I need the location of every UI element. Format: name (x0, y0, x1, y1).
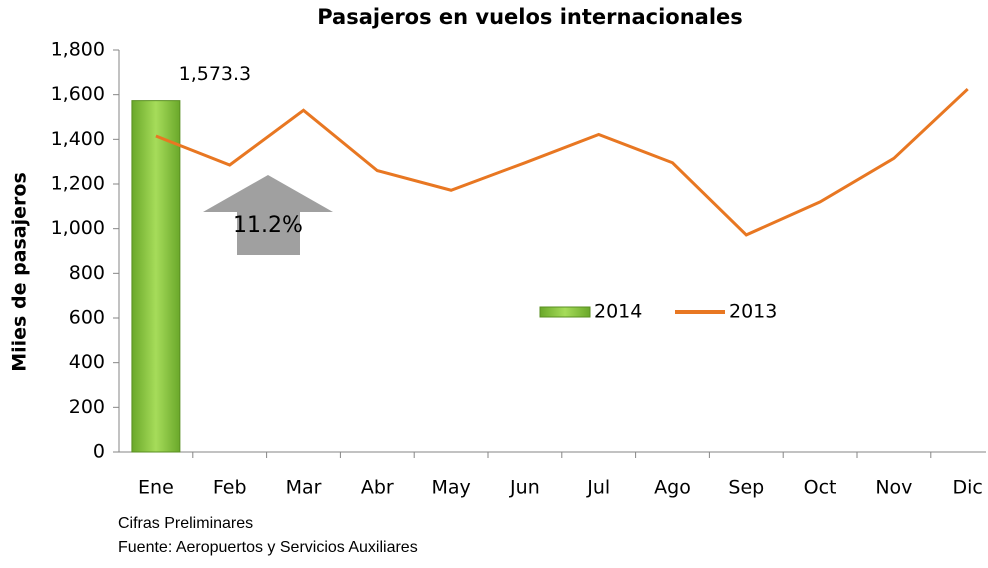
y-tick-label: 1,800 (51, 39, 105, 61)
x-tick-label: Dic (953, 477, 983, 499)
note: Fuente: Aeropuertos y Servicios Auxiliar… (118, 539, 418, 556)
legend-swatch (539, 306, 591, 318)
x-tick-label: Mar (286, 477, 322, 499)
legend-label: 2014 (594, 301, 642, 323)
y-tick-label: 1,000 (51, 217, 105, 239)
x-tick-label: Nov (875, 477, 912, 499)
y-tick-label: 1,400 (51, 128, 105, 150)
y-tick-label: 600 (69, 307, 105, 329)
y-tick-label: 1,200 (51, 173, 105, 195)
y-tick-label: 400 (69, 351, 105, 373)
y-tick-label: 1,600 (51, 83, 105, 105)
x-tick-label: Sep (728, 477, 764, 499)
bar (131, 100, 181, 453)
y-tick-label: 0 (93, 441, 105, 463)
x-tick-label: Ago (654, 477, 691, 499)
y-tick-label: 200 (69, 396, 105, 418)
x-tick-label: Jul (586, 477, 610, 499)
chart-title: Pasajeros en vuelos internacionales (317, 5, 743, 29)
data-label: 1,573.3 (179, 63, 252, 85)
note: Cifras Preliminares (118, 515, 253, 532)
x-tick-label: Oct (804, 477, 837, 499)
y-tick-label: 800 (69, 262, 105, 284)
legend-label: 2013 (729, 301, 777, 323)
x-tick-label: May (431, 477, 470, 499)
annotation: 11.2% (233, 213, 303, 238)
x-tick-label: Jun (509, 477, 540, 499)
x-tick-label: Ene (138, 477, 174, 499)
x-tick-label: Abr (361, 477, 394, 499)
x-tick-label: Feb (213, 477, 247, 499)
arrow (203, 175, 333, 255)
line (155, 87, 969, 237)
y-axis-label: Miies de pasajeros (9, 172, 31, 372)
